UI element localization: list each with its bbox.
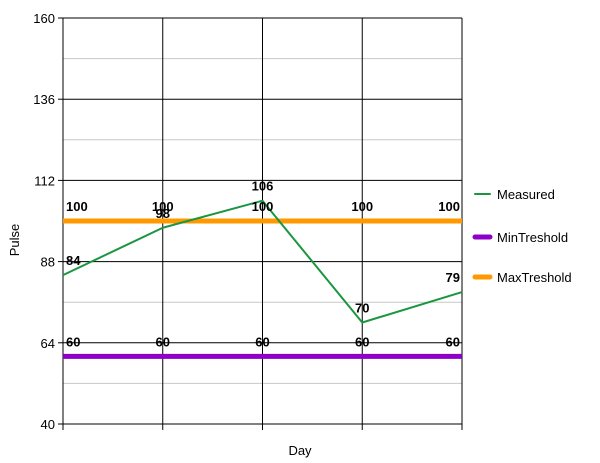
- legend-label-measured: Measured: [497, 187, 555, 202]
- y-axis-title: Pulse: [7, 224, 22, 257]
- legend: Measured MinTreshold MaxTreshold: [472, 187, 572, 285]
- data-label-measured: 106: [252, 179, 274, 194]
- data-label-mintreshold: 60: [355, 334, 369, 349]
- y-tick-labels: 40 64 88 112 136 160: [33, 11, 55, 432]
- y-tick-label: 136: [33, 92, 55, 107]
- data-label-measured: 84: [66, 253, 81, 268]
- data-label-mintreshold: 60: [255, 334, 269, 349]
- y-tick-label: 64: [41, 336, 55, 351]
- data-label-measured: 70: [355, 301, 369, 316]
- data-label-measured: 79: [446, 270, 460, 285]
- y-tick-label: 40: [41, 417, 55, 432]
- data-label-maxtreshold: 100: [152, 199, 174, 214]
- data-label-mintreshold: 60: [66, 334, 80, 349]
- series-line-measured: [62, 199, 463, 324]
- y-tick-label: 88: [41, 255, 55, 270]
- data-label-measured: 98: [156, 206, 170, 221]
- legend-label-maxtreshold: MaxTreshold: [497, 270, 572, 285]
- series-lines: [62, 199, 463, 359]
- data-label-maxtreshold: 100: [438, 199, 460, 214]
- data-label-mintreshold: 60: [156, 334, 170, 349]
- data-label-maxtreshold: 100: [66, 199, 88, 214]
- axes: [58, 17, 463, 430]
- data-label-maxtreshold: 100: [252, 199, 274, 214]
- x-axis-title: Day: [288, 443, 312, 458]
- data-label-mintreshold: 60: [446, 334, 460, 349]
- legend-label-mintreshold: MinTreshold: [497, 230, 568, 245]
- data-labels: 84 98 106 70 79 60 60 60 60 60 100 100 100 100 100: [66, 179, 460, 350]
- y-tick-label: 112: [34, 173, 55, 188]
- y-tick-label: 160: [33, 11, 55, 26]
- data-label-maxtreshold: 100: [351, 199, 373, 214]
